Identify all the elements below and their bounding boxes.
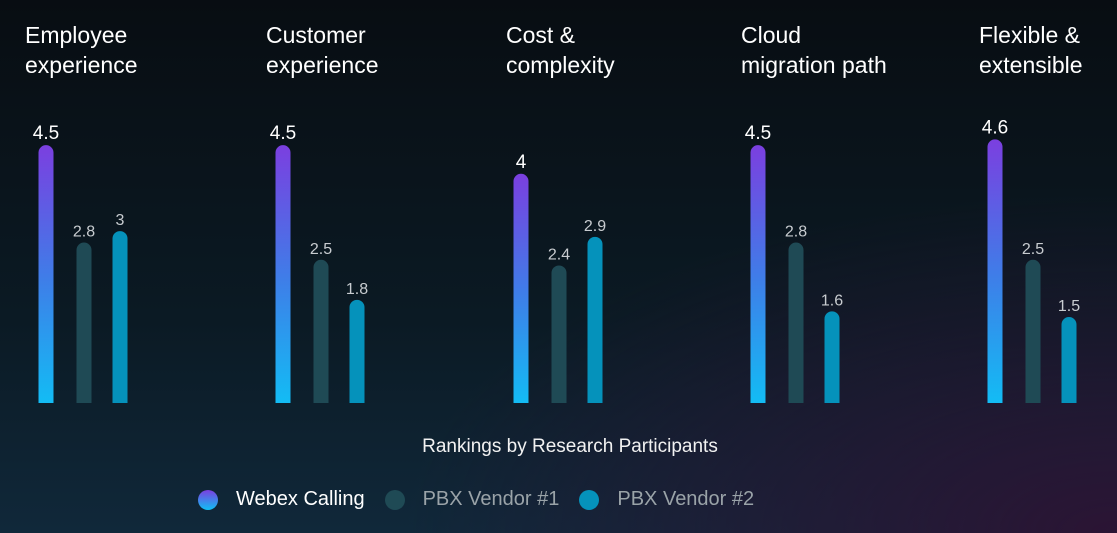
legend-label: Webex Calling [236,488,365,510]
bar [275,145,291,403]
legend-swatch [198,489,218,510]
data-label: 4.5 [270,123,296,144]
bar [750,145,766,403]
legend-item: PBX Vendor #1 [384,488,560,511]
legend-label: PBX Vendor #1 [422,488,560,510]
bar [987,139,1003,403]
x-axis-label: Rankings by Research Participants [422,436,718,457]
data-label: 2.4 [548,246,570,263]
category-title: Customer experience [266,22,379,78]
category-title: Cloud migration path [741,22,887,78]
legend-label: PBX Vendor #2 [617,488,755,510]
category-title: Employee experience [25,22,138,78]
bar [349,299,365,403]
data-label: 2.8 [785,224,807,241]
data-label: 4.5 [33,123,59,144]
bar [112,231,128,403]
legend-swatch [384,489,405,510]
data-label: 2.9 [584,218,606,235]
data-label: 4.6 [982,117,1008,138]
category-title: Flexible & extensible [979,22,1083,78]
bar [551,265,567,403]
bar [788,242,804,403]
data-label: 1.8 [346,281,368,298]
data-label: 1.5 [1058,298,1080,315]
legend: Webex Calling PBX Vendor #1 PBX Vendor #2 [198,488,774,511]
data-label: 2.5 [1022,241,1044,258]
data-label: 4 [516,152,527,173]
bar [824,311,840,403]
bar [513,173,529,403]
legend-swatch [579,489,600,510]
bar [587,236,603,403]
bar [38,145,54,403]
bar [313,259,329,403]
legend-item: PBX Vendor #2 [579,488,754,511]
legend-item: Webex Calling [198,488,365,511]
category-title: Cost & complexity [506,22,615,78]
data-label: 2.5 [310,241,332,258]
data-label: 1.6 [821,292,843,309]
bar [1061,317,1077,403]
data-label: 2.8 [73,224,95,241]
data-label: 4.5 [745,123,771,144]
data-label: 3 [116,212,125,229]
bar [76,242,92,403]
bar [1025,259,1041,403]
